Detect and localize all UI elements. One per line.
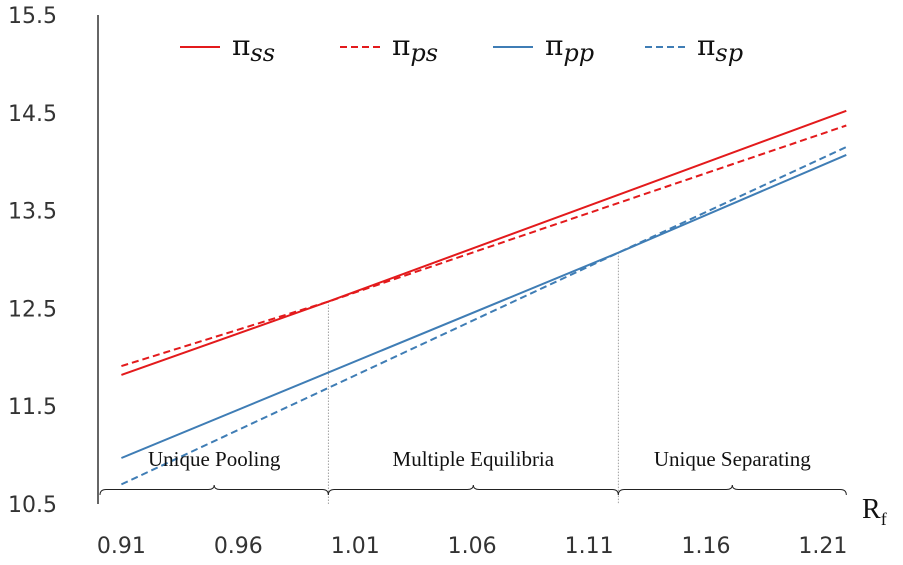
x-axis-title: Rf <box>862 494 887 529</box>
x-axis-title-main: R <box>862 494 881 525</box>
region-dividers <box>327 252 619 504</box>
region-bracket <box>617 484 847 496</box>
series-line <box>121 153 847 459</box>
y-tick-label: 10.5 <box>8 493 57 518</box>
y-tick-label: 13.5 <box>8 200 57 225</box>
region-bracket <box>99 484 329 496</box>
x-tick-label: 0.96 <box>214 534 263 559</box>
region-label: Multiple Equilibria <box>393 447 555 471</box>
x-tick-label: 0.91 <box>97 534 146 559</box>
region-label: Unique Separating <box>654 447 811 471</box>
x-tick-label: 1.21 <box>798 534 847 559</box>
region-brackets: Unique Pooling Multiple Equilibria Unique … <box>99 447 847 496</box>
series-lines <box>120 109 847 486</box>
region-bracket <box>327 484 619 496</box>
y-tick-label: 14.5 <box>8 102 57 127</box>
y-tick-label: 11.5 <box>8 395 57 420</box>
legend-label: πps <box>392 29 438 67</box>
legend-label: πpp <box>545 29 594 67</box>
x-tick-label: 1.01 <box>331 534 380 559</box>
x-tick-label: 1.16 <box>682 534 731 559</box>
x-tick-label: 1.06 <box>448 534 497 559</box>
series-line <box>121 124 847 368</box>
legend: πss πps πpp πsp <box>180 29 743 67</box>
x-tick-labels: 0.91 0.96 1.01 1.06 1.11 1.16 1.21 <box>97 534 848 559</box>
series-line <box>120 146 847 486</box>
y-tick-labels: 10.5 11.5 12.5 13.5 14.5 15.5 <box>8 4 57 518</box>
x-tick-label: 1.11 <box>565 534 614 559</box>
y-tick-label: 15.5 <box>8 4 57 29</box>
region-label: Unique Pooling <box>148 447 281 471</box>
legend-label: πsp <box>697 29 743 67</box>
legend-label: πss <box>232 29 275 67</box>
x-axis-title-subscript: f <box>881 509 887 529</box>
y-tick-label: 12.5 <box>8 297 57 322</box>
series-line <box>121 109 847 376</box>
